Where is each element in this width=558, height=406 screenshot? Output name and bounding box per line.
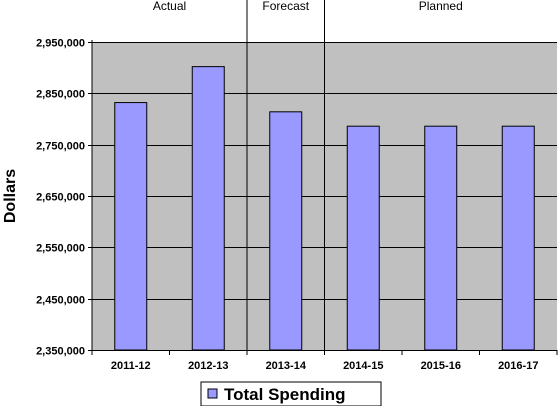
bars bbox=[114, 66, 535, 351]
period-dividers bbox=[246, 0, 325, 350]
bar bbox=[191, 66, 225, 351]
period-label: Forecast bbox=[262, 0, 309, 13]
bar bbox=[424, 125, 458, 351]
y-tick-labels: 2,350,000 2,450,000 2,550,000 2,650,000 2,75… bbox=[36, 38, 85, 358]
legend-box bbox=[200, 381, 382, 406]
y-tick-label: 2,350,000 bbox=[36, 346, 85, 358]
legend-swatch bbox=[207, 388, 218, 399]
y-tick-label: 2,750,000 bbox=[36, 141, 85, 153]
legend: Total Spending bbox=[200, 381, 382, 406]
period-labels: Actual Forecast Planned bbox=[153, 0, 463, 13]
bar bbox=[114, 102, 148, 351]
x-tick-labels: 2011-12 2012-13 2013-14 2014-15 2015-16 2016-… bbox=[111, 360, 539, 372]
x-tick-label: 2015-16 bbox=[421, 360, 461, 372]
x-tick-label: 2014-15 bbox=[343, 360, 383, 372]
x-tick-label: 2013-14 bbox=[266, 360, 307, 372]
x-tick-label: 2016-17 bbox=[498, 360, 538, 372]
y-tick-label: 2,550,000 bbox=[36, 243, 85, 255]
period-label: Planned bbox=[419, 0, 463, 13]
y-axis-label: Dollars bbox=[2, 169, 19, 223]
y-tick-label: 2,450,000 bbox=[36, 295, 85, 307]
y-tick-label: 2,650,000 bbox=[36, 192, 85, 204]
x-tick-label: 2011-12 bbox=[111, 360, 151, 372]
legend-label: Total Spending bbox=[224, 385, 346, 404]
bar bbox=[501, 125, 535, 351]
axes bbox=[91, 40, 558, 355]
bar bbox=[269, 111, 303, 351]
period-label: Actual bbox=[153, 0, 186, 13]
y-tick-label: 2,850,000 bbox=[36, 89, 85, 101]
x-tick-label: 2012-13 bbox=[188, 360, 228, 372]
bar bbox=[346, 125, 380, 351]
y-tick-label: 2,950,000 bbox=[36, 38, 85, 50]
